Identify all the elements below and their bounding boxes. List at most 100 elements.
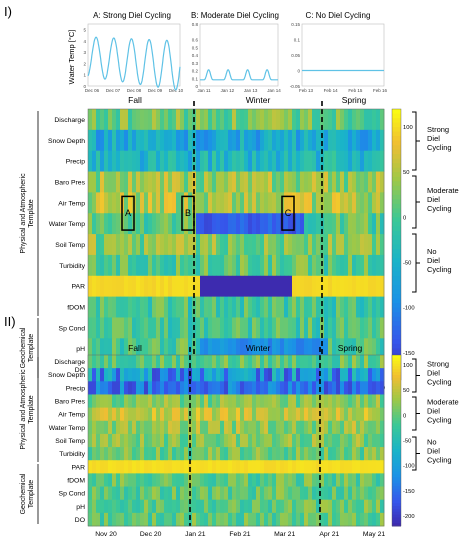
heatmap-cell [372,213,377,235]
row-label: DO [75,367,85,374]
heatmap-cell [116,171,121,193]
heatmap-cell [108,171,113,193]
heatmap-cell [348,338,353,360]
season-spring-2: Spring [338,343,363,353]
heatmap-cell [344,355,349,369]
heatmap-cell [316,150,321,172]
heatmap-cell [180,381,185,395]
heatmap-cell [256,499,261,514]
heatmap-cell [224,381,229,395]
heatmap-cell [172,433,177,448]
heatmap-cell [372,394,377,409]
heatmap-cell [116,381,121,395]
heatmap-cell [236,317,241,339]
heatmap-cell [224,213,229,235]
heatmap-cell [316,381,321,395]
heatmap-cell [316,254,321,277]
colorbar-step [392,285,401,291]
heatmap-cell [284,368,289,382]
heatmap-cell [136,473,141,487]
heatmap-cell [272,381,277,395]
heatmap-cell [152,394,157,409]
heatmap-cell [96,171,101,193]
heatmap-cell [88,381,93,395]
heatmap-cell [368,473,373,487]
heatmap-cell [156,275,161,298]
heatmap-cell [180,512,185,527]
colorbar-step [392,190,401,196]
heatmap-cell [296,317,301,339]
heatmap-cell [344,275,349,298]
heatmap-cell [304,338,309,360]
heatmap-cell [192,499,197,514]
heatmap-cell [240,296,245,318]
heatmap-cell [256,317,261,339]
heatmap-cell [152,512,157,527]
heatmap-cell [88,150,93,172]
heatmap-cell [176,368,181,382]
heatmap-cell [200,129,205,152]
heatmap-cell [216,473,221,487]
heatmap-cell [216,171,221,193]
heatmap-cell [108,275,113,298]
heatmap-cell [236,234,241,256]
heatmap-cell [248,460,253,474]
heatmap-cell [260,317,265,339]
heatmap-cell [296,109,301,131]
heatmap-cell [328,171,333,193]
heatmap-cell [368,512,373,527]
heatmap-cell [356,254,361,277]
heatmap-cell [260,109,265,131]
heatmap-cell [324,394,329,409]
heatmap-cell [364,338,369,360]
row-label: Discharge [54,117,85,124]
heatmap-cell [380,368,385,382]
heatmap-cell [352,338,357,360]
heatmap-cell [352,381,357,395]
heatmap-cell [128,394,133,409]
heatmap-cell [320,407,325,422]
inset-ytick: 0.05 [291,53,300,58]
heatmap-cell [332,213,337,235]
heatmap-cell [268,338,273,360]
heatmap-cell [96,213,101,235]
heatmap-cell [208,355,213,369]
heatmap-cell [316,420,321,435]
heatmap-cell [100,460,105,474]
heatmap-cell [332,338,337,360]
heatmap-cell [272,460,277,474]
heatmap-cell [148,433,153,448]
heatmap-cell [364,447,369,461]
heatmap-cell [228,355,233,369]
heatmap-cell [372,150,377,172]
heatmap-cell [108,368,113,382]
heatmap-cell [296,368,301,382]
heatmap-cell [148,486,153,501]
group-label: Physical and Atmospheric [20,369,27,450]
heatmap-cell [104,296,109,318]
heatmap-cell [124,407,129,422]
heatmap-cell [224,355,229,369]
colorbar-step [392,369,401,373]
heatmap-cell [272,109,277,131]
heatmap-cell [116,447,121,461]
heatmap-cell [100,407,105,422]
heatmap-cell [332,433,337,448]
colorbar-step [392,420,401,424]
heatmap-cell [304,129,309,152]
heatmap-cell [376,355,381,369]
heatmap-cell [360,338,365,360]
colorbar-step [392,426,401,430]
heatmap-cell [256,171,261,193]
heatmap-cell [304,355,309,369]
heatmap-cell [224,460,229,474]
heatmap-cell [164,499,169,514]
group-label: Template [28,199,35,228]
heatmap-cell [152,317,157,339]
heatmap-cell [180,254,185,277]
heatmap-cell [332,109,337,131]
heatmap-cell [140,213,145,235]
heatmap-cell [264,213,269,235]
